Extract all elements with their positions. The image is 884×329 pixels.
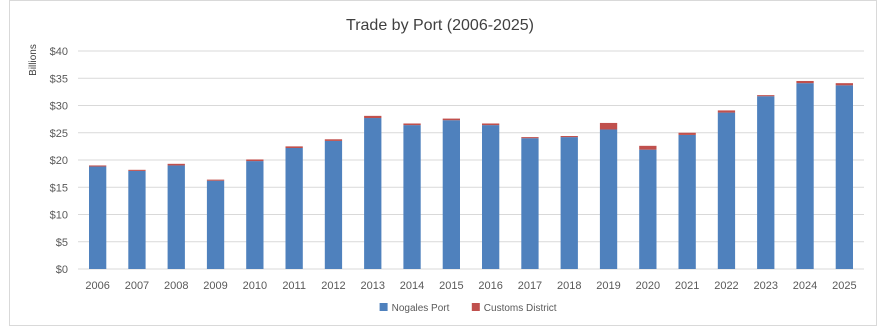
x-tick-label: 2011 <box>282 280 306 292</box>
x-tick-label: 2017 <box>518 280 542 292</box>
x-tick-label: 2016 <box>478 280 502 292</box>
x-tick-label: 2014 <box>400 280 424 292</box>
x-tick-label: 2007 <box>125 280 149 292</box>
bar-nogales-port-2016 <box>482 125 500 270</box>
x-tick-label: 2009 <box>203 280 227 292</box>
y-tick-label: $40 <box>50 46 68 58</box>
bar-nogales-port-2015 <box>442 120 460 269</box>
bar-customs-district-2017 <box>521 137 539 139</box>
y-axis-ticks: $0 $5 $10 $15 $20 $25 $30 $35 $40 <box>50 46 68 276</box>
bar-nogales-port-2011 <box>285 148 303 269</box>
x-tick-label: 2010 <box>243 280 267 292</box>
bar-customs-district-2018 <box>560 136 578 138</box>
bar-nogales-port-2007 <box>128 170 146 269</box>
x-tick-label: 2022 <box>714 280 738 292</box>
y-tick-label: $15 <box>50 182 68 194</box>
bar-customs-district-2010 <box>246 159 264 162</box>
bar-nogales-port-2014 <box>403 125 421 270</box>
x-tick-label: 2024 <box>793 280 817 292</box>
bar-nogales-port-2018 <box>560 137 578 269</box>
bar-nogales-port-2019 <box>599 129 618 269</box>
bar-customs-district-2013 <box>364 115 382 119</box>
bar-customs-district-2024 <box>796 80 814 84</box>
bar-nogales-port-2017 <box>521 138 539 269</box>
bar-nogales-port-2006 <box>89 166 107 269</box>
bar-customs-district-2011 <box>285 146 303 149</box>
bar-nogales-port-2025 <box>835 85 853 270</box>
x-tick-label: 2019 <box>596 280 620 292</box>
x-axis-ticks: 2006 2007 2008 2009 2010 2011 2012 2013 2014 2015… <box>85 280 856 292</box>
bar-customs-district-2014 <box>403 123 421 126</box>
y-tick-label: $0 <box>56 264 68 276</box>
bar-nogales-port-2010 <box>246 161 264 269</box>
bar-customs-district-2025 <box>835 83 853 86</box>
bar-customs-district-2016 <box>482 123 500 126</box>
x-tick-label: 2023 <box>754 280 778 292</box>
x-tick-label: 2012 <box>321 280 345 292</box>
legend: Nogales Port Customs District <box>379 303 557 314</box>
legend-swatch-nogales-port <box>379 303 388 311</box>
x-tick-label: 2013 <box>361 280 385 292</box>
bar-nogales-port-2023 <box>757 96 775 269</box>
bar-nogales-port-2022 <box>717 112 736 270</box>
y-tick-label: $20 <box>50 155 68 167</box>
bar-customs-district-2022 <box>717 110 736 113</box>
bar-customs-district-2006 <box>89 165 107 167</box>
legend-swatch-customs-district <box>471 303 480 311</box>
bar-nogales-port-2008 <box>167 165 185 269</box>
y-tick-label: $10 <box>50 210 68 222</box>
bar-customs-district-2007 <box>128 169 146 171</box>
bar-nogales-port-2009 <box>206 180 225 269</box>
x-tick-label: 2020 <box>636 280 660 292</box>
bar-customs-district-2020 <box>639 145 657 150</box>
bar-customs-district-2008 <box>167 163 185 166</box>
legend-label: Customs District <box>484 303 557 314</box>
gridlines <box>78 50 864 270</box>
bar-customs-district-2023 <box>757 95 775 97</box>
bar-customs-district-2009 <box>206 179 225 181</box>
legend-label: Nogales Port <box>392 303 450 314</box>
bar-nogales-port-2020 <box>639 149 657 269</box>
x-tick-label: 2018 <box>557 280 581 292</box>
bar-nogales-port-2012 <box>324 140 343 269</box>
x-tick-label: 2021 <box>675 280 699 292</box>
x-tick-label: 2015 <box>439 280 463 292</box>
y-tick-label: $5 <box>56 237 68 249</box>
bar-customs-district-2015 <box>442 118 460 121</box>
bar-customs-district-2019 <box>599 122 618 130</box>
y-tick-label: $35 <box>50 73 68 85</box>
chart-title: Trade by Port (2006-2025) <box>346 17 534 34</box>
bar-customs-district-2021 <box>678 132 696 135</box>
bar-nogales-port-2013 <box>364 118 382 269</box>
bar-nogales-port-2024 <box>796 83 814 269</box>
y-axis-label: Billions <box>28 44 39 76</box>
bar-nogales-port-2021 <box>678 134 696 269</box>
bars <box>89 80 853 270</box>
x-tick-label: 2025 <box>832 280 856 292</box>
x-tick-label: 2008 <box>164 280 188 292</box>
bar-customs-district-2012 <box>324 139 343 141</box>
y-tick-label: $30 <box>50 101 68 113</box>
y-tick-label: $25 <box>50 128 68 140</box>
x-tick-label: 2006 <box>85 280 109 292</box>
